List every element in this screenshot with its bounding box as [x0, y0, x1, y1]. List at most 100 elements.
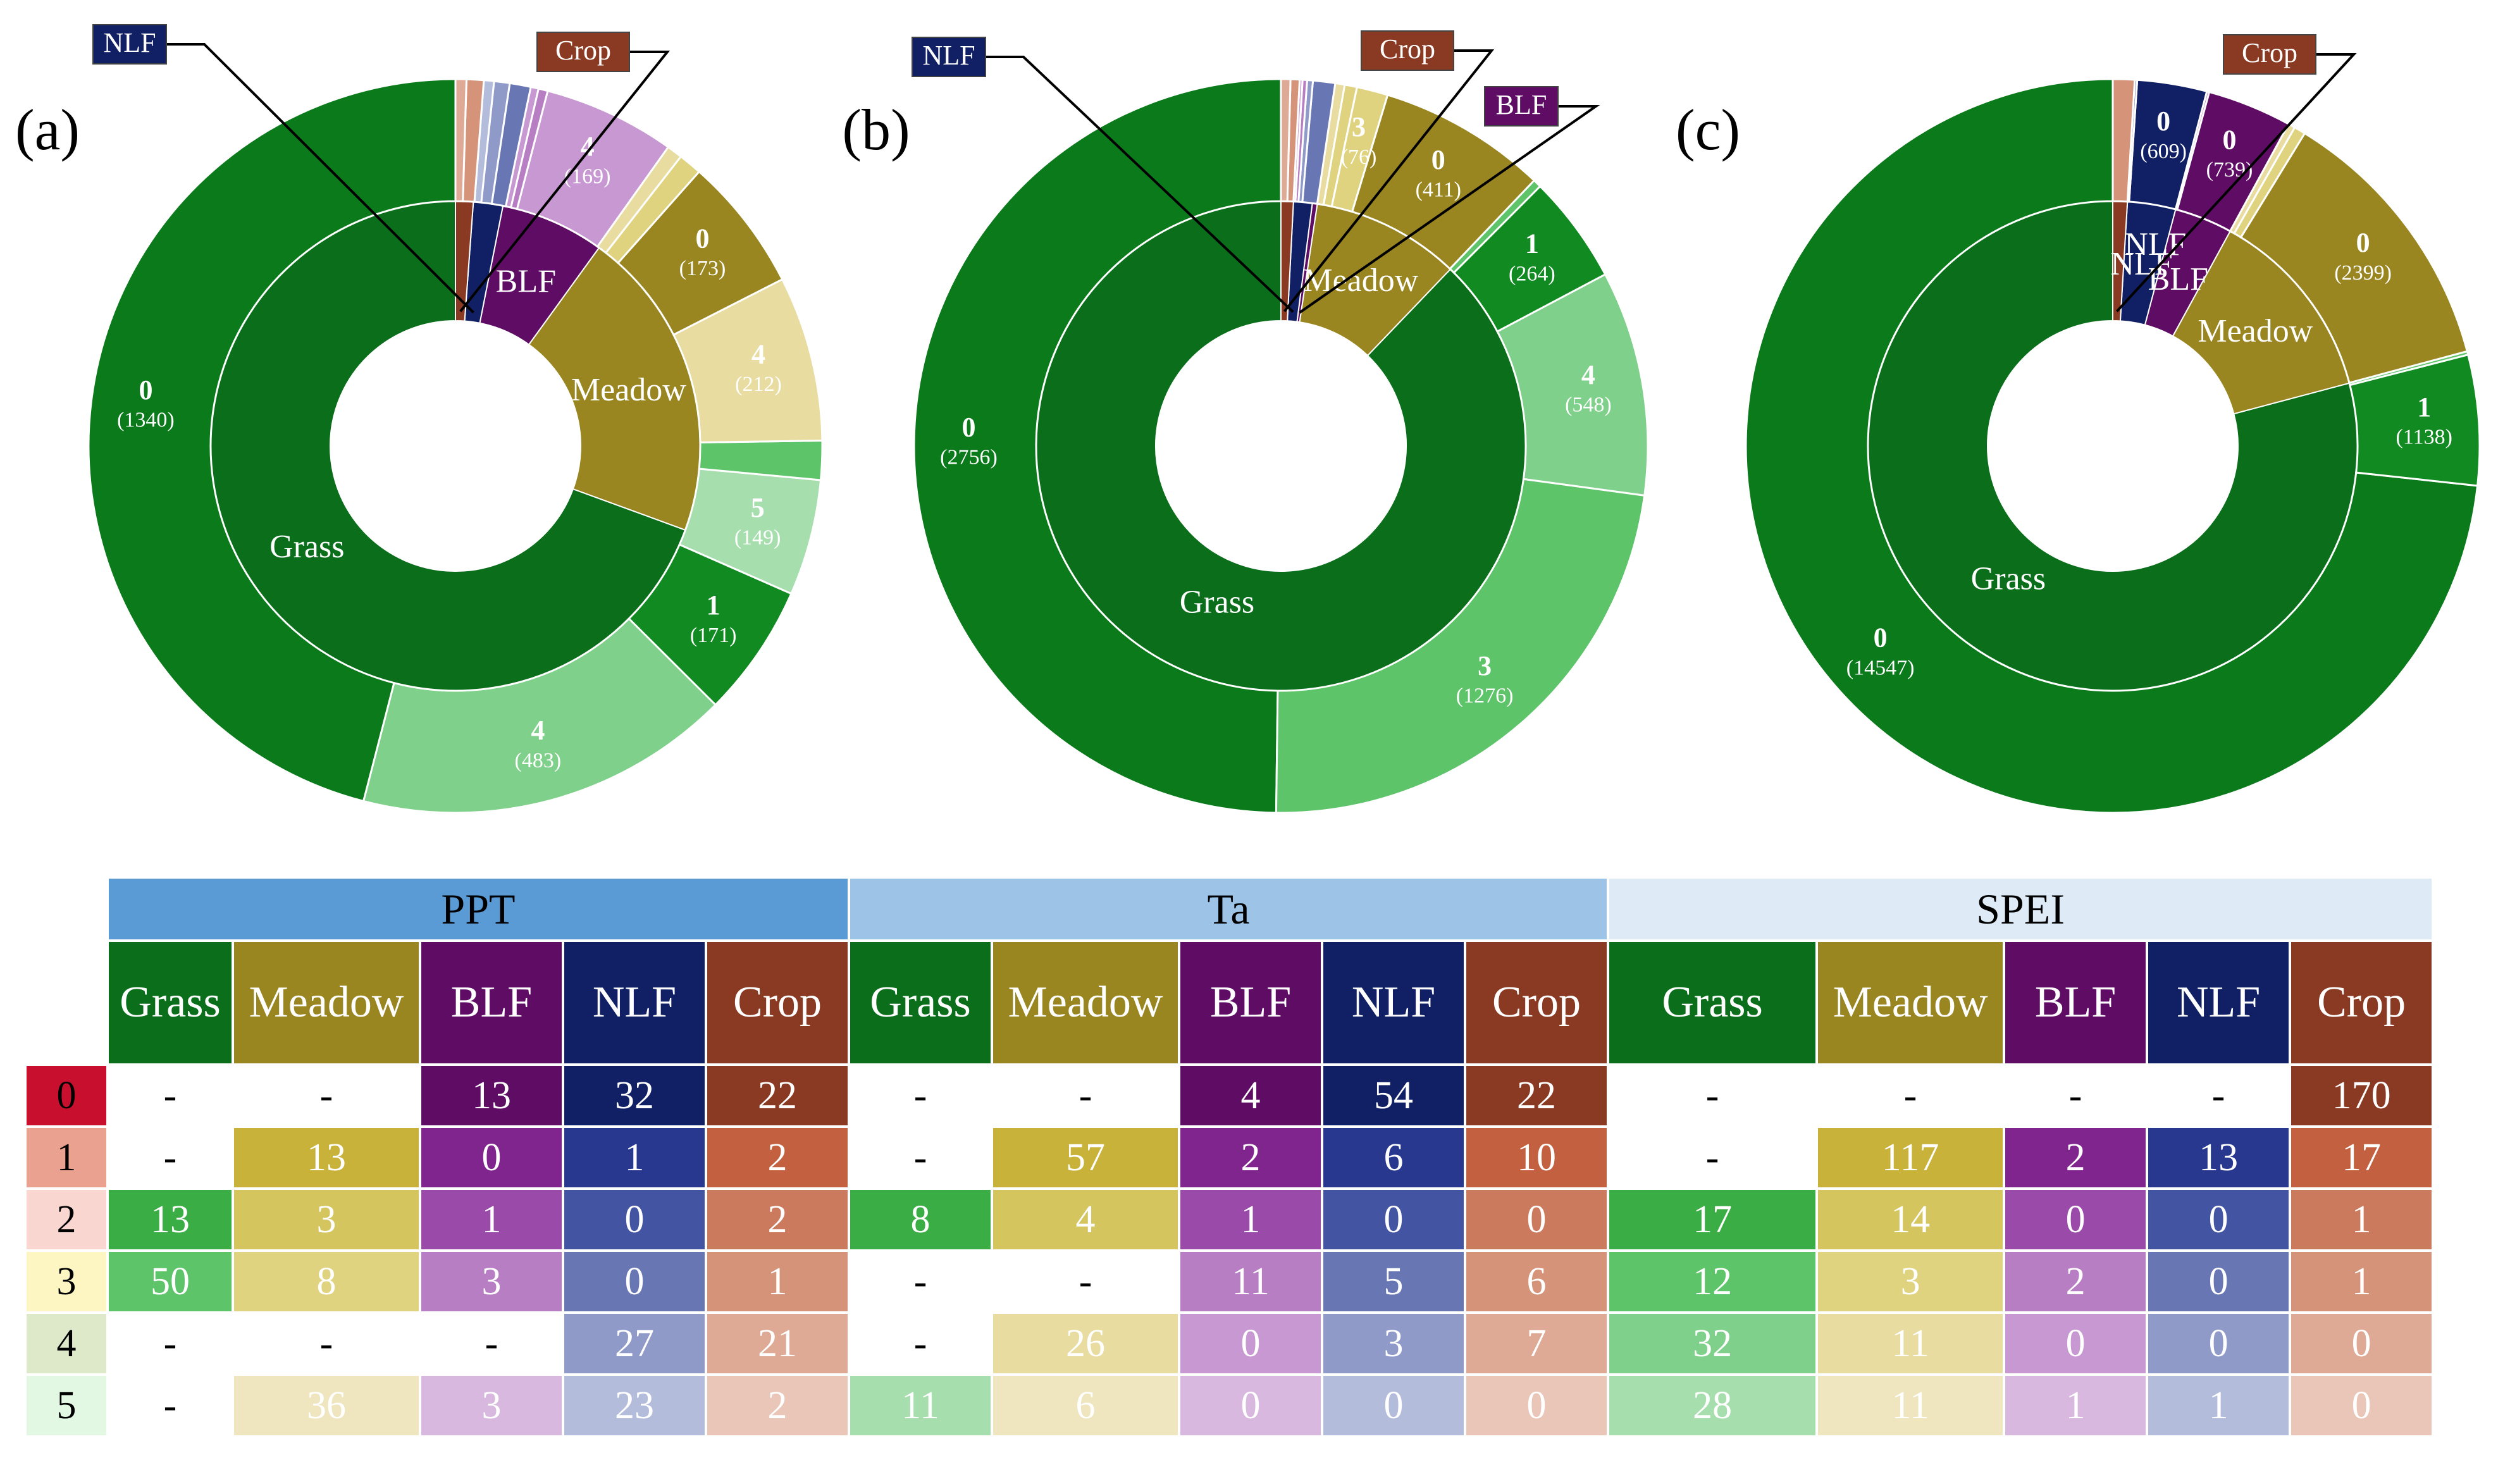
callout-tag-label: NLF	[103, 27, 156, 58]
table-cell: 2	[704, 1125, 851, 1190]
outer-slice-blf	[516, 89, 670, 248]
table-cell: 2	[2003, 1125, 2149, 1190]
panel-label: (a)	[15, 97, 80, 162]
segment-code-label: 3	[1478, 650, 1492, 681]
callout-tag-blf	[1484, 86, 1559, 127]
segment-count-label: (14547)	[1846, 656, 1915, 679]
table-cell: 0	[1464, 1373, 1610, 1438]
class-header-crop: Crop	[2289, 939, 2435, 1066]
table-cell: 11	[848, 1373, 994, 1438]
callout-tag-label: Crop	[1380, 34, 1435, 65]
outer-slice-grass	[362, 617, 717, 814]
table-cell: 0	[1178, 1311, 1324, 1376]
inner-class-label: Grass	[1971, 561, 2046, 597]
inner-class-label: Meadow	[571, 372, 686, 408]
segment-count-label: (548)	[1565, 393, 1612, 417]
segment-code-label: 5	[751, 492, 765, 523]
segment-count-label: (212)	[735, 373, 782, 396]
table-cell: 117	[1815, 1125, 2006, 1190]
callout-tag-nlf	[92, 24, 167, 65]
table-cell: 1	[2003, 1373, 2149, 1438]
segment-code-label: 0	[1431, 144, 1445, 175]
outer-slice-meadow	[672, 278, 824, 443]
outer-slice-grass	[2349, 353, 2481, 487]
table-cell: 0	[2289, 1311, 2435, 1376]
class-header-nlf: NLF	[2146, 939, 2292, 1066]
segment-count-label: (411)	[1416, 178, 1461, 202]
response-table: PPT Ta SPEI Grass Meadow BLF NLF Crop Grass Mead…	[24, 876, 2435, 1438]
class-header-meadow: Meadow	[232, 939, 421, 1066]
callout-tag-label: Crop	[2242, 37, 2297, 68]
segment-code-label: 4	[751, 338, 765, 369]
class-header-grass: Grass	[106, 939, 234, 1066]
segment-count-label: (2756)	[940, 446, 998, 469]
panel-label: (b)	[842, 97, 910, 162]
segment-count-label: (2399)	[2334, 261, 2392, 285]
table-cell: -	[1607, 1125, 1819, 1190]
table-cell: 0	[1178, 1373, 1324, 1438]
donut-2: (b) 0 (2756) 3 (1276) 4 (548) 1 (264) 0 (411) 3 (76)…	[842, 30, 1649, 814]
table-cell: 0	[2146, 1311, 2292, 1376]
inner-class-label: NLF	[2124, 226, 2186, 263]
outer-slice-grass	[1452, 185, 1607, 333]
table-cell: 4	[991, 1187, 1181, 1252]
class-header-crop: Crop	[704, 939, 851, 1066]
table-cell: 21	[704, 1311, 851, 1376]
outer-slice-grass	[1745, 78, 2479, 814]
outer-slice-crop	[2111, 78, 2136, 203]
table-cell: 3	[419, 1249, 564, 1314]
outer-slice-meadow	[1330, 85, 1389, 213]
inner-class-label: BLF	[496, 264, 556, 300]
table-cell: -	[419, 1311, 564, 1376]
segment-code-label: 1	[2417, 392, 2431, 423]
row-label: 5	[24, 1373, 109, 1438]
row-label: 3	[24, 1249, 109, 1314]
table-cell: 1	[704, 1249, 851, 1314]
outer-slice-meadow	[1351, 94, 1536, 271]
table-cell: 8	[848, 1187, 994, 1252]
table-cell: 6	[1464, 1249, 1610, 1314]
table-cell: 11	[1815, 1373, 2006, 1438]
table-cell: 54	[1321, 1063, 1467, 1128]
segment-code-label: 0	[139, 374, 152, 405]
table-cell: -	[848, 1063, 994, 1128]
table-cell: 0	[419, 1125, 564, 1190]
outer-slice-grass	[678, 467, 822, 595]
panel-label: (c)	[1676, 97, 1740, 162]
segment-code-label: 0	[2356, 227, 2370, 258]
callout-tag-crop	[536, 32, 630, 72]
class-header-nlf: NLF	[1321, 939, 1467, 1066]
table-cell: 11	[1815, 1311, 2006, 1376]
table-cell: 11	[1178, 1249, 1324, 1314]
table-row: 5-36 3 23 2 11 6 0 0 0 28 11 1 1 0	[24, 1373, 2435, 1438]
table-row: 2 13 3 1 0 2 8 4 1 0 0 17 14 0 0 1	[24, 1187, 2435, 1252]
table-cell: 32	[562, 1063, 707, 1128]
table-cell: 26	[991, 1311, 1181, 1376]
table-cell: 27	[562, 1311, 707, 1376]
table-cell: 13	[419, 1063, 564, 1128]
table-cell: 0	[562, 1249, 707, 1314]
outer-slice-crop	[454, 78, 468, 202]
outer-slice-grass	[87, 78, 457, 803]
outer-slice-meadow	[616, 170, 784, 337]
table-cell: 1	[419, 1187, 564, 1252]
table-cell: 3	[419, 1373, 564, 1438]
table-cell: 23	[562, 1373, 707, 1438]
class-header-meadow: Meadow	[991, 939, 1181, 1066]
table-cell: 1	[2289, 1249, 2435, 1314]
table-cell: 4	[1178, 1063, 1324, 1128]
segment-code-label: 3	[1352, 111, 1366, 142]
table-cell: 2	[704, 1373, 851, 1438]
table-cell: 0	[2003, 1187, 2149, 1252]
segment-count-label: (171)	[690, 624, 737, 647]
callout-line	[1299, 105, 1600, 314]
inner-class-label: Grass	[1180, 584, 1254, 620]
callout-tag-label: Crop	[555, 35, 611, 66]
class-header-grass: Grass	[1607, 939, 1819, 1066]
table-cell: 22	[1464, 1063, 1610, 1128]
class-header-meadow: Meadow	[1815, 939, 2006, 1066]
table-cell: -	[2146, 1063, 2292, 1128]
table-cell: -	[991, 1249, 1181, 1314]
table-cell: 2	[2003, 1249, 2149, 1314]
table-cell: 6	[1321, 1125, 1467, 1190]
